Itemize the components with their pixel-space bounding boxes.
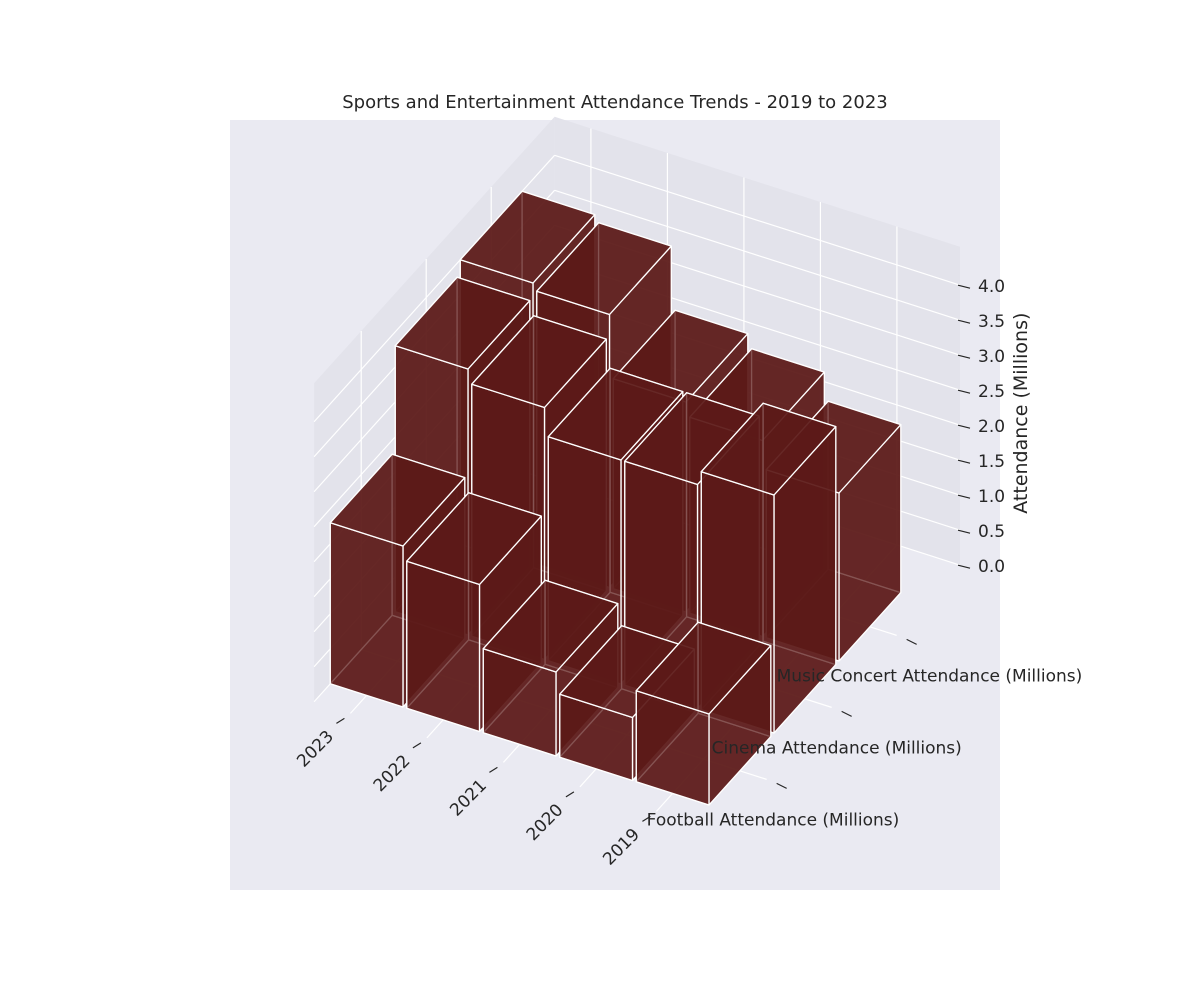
chart-title: Sports and Entertainment Attendance Tren… <box>342 92 888 113</box>
y-tick <box>776 782 787 789</box>
bars <box>329 190 902 806</box>
z-tick <box>957 564 971 569</box>
y-tick-label: Football Attendance (Millions) <box>647 810 900 830</box>
z-tick-label: 4.0 <box>978 277 1005 297</box>
bar-top <box>547 367 684 461</box>
bar-front <box>329 522 404 708</box>
z-tick <box>957 494 971 499</box>
y-tick-label: Music Concert Attendance (Millions) <box>777 666 1083 686</box>
y-tick <box>841 710 852 717</box>
x-tick <box>336 717 345 724</box>
bar-top <box>635 621 772 715</box>
z-axis-label: Attendance (Millions) <box>1010 313 1032 514</box>
bar-top <box>536 222 672 316</box>
z-tick <box>957 459 971 464</box>
z-tick-label: 0.0 <box>978 557 1005 577</box>
z-tick <box>957 424 971 429</box>
z-tick-label: 0.5 <box>978 522 1005 542</box>
z-tick <box>957 354 971 359</box>
z-gridline-back <box>554 154 961 286</box>
z-tick <box>957 319 971 324</box>
z-tick <box>957 389 971 394</box>
bar-2019-series-1 <box>635 621 772 806</box>
bar-top <box>471 315 607 409</box>
z-tick-label: 2.0 <box>978 417 1005 437</box>
z-tick-label: 3.5 <box>978 312 1005 332</box>
bar-top <box>459 190 596 284</box>
z-tick-label: 2.5 <box>978 382 1005 402</box>
y-tick <box>906 638 917 645</box>
z-tick <box>957 284 971 289</box>
z-gridline-back <box>554 189 961 321</box>
bar-front <box>406 560 481 733</box>
bar-top <box>700 402 837 496</box>
bar-top <box>394 276 531 370</box>
x-tick <box>642 815 651 822</box>
z-tick-label: 3.0 <box>978 347 1005 367</box>
x-tick <box>489 766 498 773</box>
z-tick-label: 1.5 <box>978 452 1005 472</box>
bar-top <box>329 453 466 547</box>
z-tick-label: 1.0 <box>978 487 1005 507</box>
x-tick <box>412 742 422 749</box>
y-tick-label: Cinema Attendance (Millions) <box>712 738 962 758</box>
z-tick <box>957 529 971 534</box>
x-tick <box>565 791 575 798</box>
bar-top <box>406 492 542 586</box>
bar-top <box>482 579 619 673</box>
